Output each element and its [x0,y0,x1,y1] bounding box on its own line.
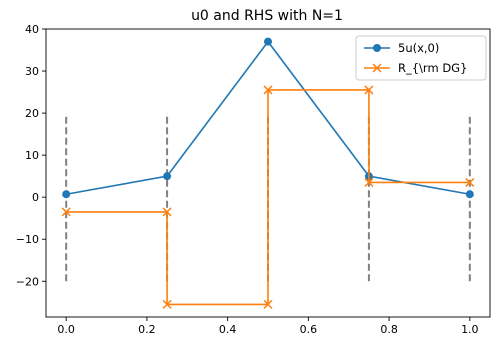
series-0-point [264,37,272,46]
legend-marker-0 [373,44,381,52]
legend-marker-1 [372,63,382,73]
y-tick-label: 20 [25,107,39,120]
series-1-point [162,299,172,309]
axes-frame [45,28,491,318]
legend-label-1: R_{\rm DG} [398,61,467,75]
legend-label-0: 5u(x,0) [398,41,439,55]
series-1-point [263,299,273,309]
x-tick-label: 0.0 [57,323,75,336]
y-tick-label: 30 [25,65,39,78]
series-1-point [364,85,374,95]
x-tick-label: 0.8 [380,323,398,336]
plot-area: 0.0 0.2 0.4 0.6 0.8 1.0 −20 −10 0 10 20 30 40 [16,23,491,336]
series-1-point [263,85,273,95]
y-tick-label: −10 [16,233,39,246]
series-1-point [162,207,172,217]
y-tick-label: 10 [25,149,39,162]
series-1-point [465,177,475,187]
series-0-point [163,172,172,181]
series-1-point [364,177,374,187]
chart-title: u0 and RHS with N=1 [191,8,343,24]
x-tick-label: 1.0 [461,323,479,336]
series-line-1 [66,89,470,306]
y-tick-label: 40 [25,23,39,36]
x-tick-label: 0.4 [219,323,237,336]
series-0-point [62,190,71,199]
y-tick-label: 0 [32,191,39,204]
y-tick-label: −20 [16,275,39,288]
series-1-point [61,207,71,217]
series-0-point [465,190,474,199]
legend-box [355,35,487,81]
x-tick-label: 0.6 [300,323,318,336]
legend: 5u(x,0) R_{\rm DG} [355,35,487,81]
x-tick-label: 0.2 [138,323,156,336]
